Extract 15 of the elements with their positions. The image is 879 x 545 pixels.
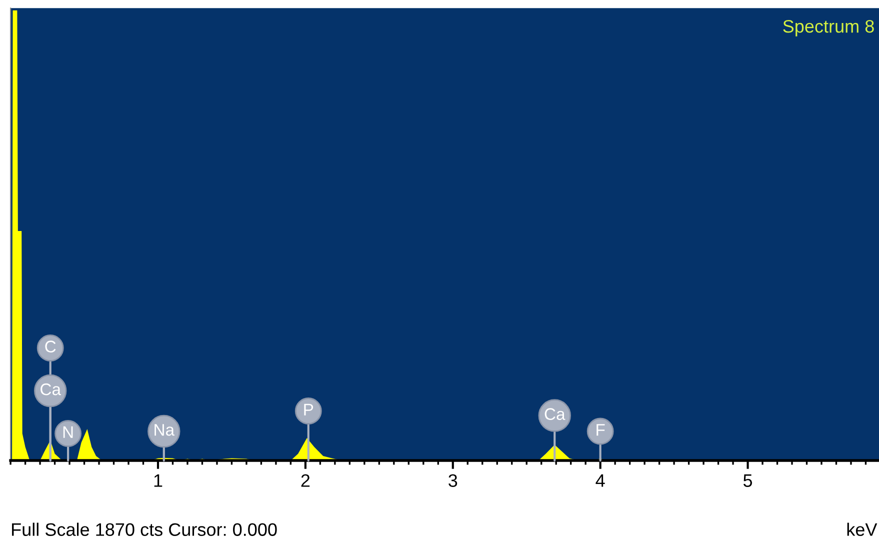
x-tick-label: 2 [301,474,310,487]
annotation: Na [154,424,175,436]
x-tick-label: 5 [743,474,752,487]
annotation: C [45,340,56,352]
chart-title: Spectrum 8 [783,20,874,36]
x-axis-title: keV [847,522,878,536]
x-tick-label: 1 [154,474,162,487]
x-tick-label: 4 [596,474,605,487]
annotation: N [63,426,73,438]
x-tick-label: 3 [448,474,458,487]
annotation: P [304,404,314,416]
text: Full Scale 1870 cts Cursor: 0.000 [12,522,277,536]
annotation: F [596,424,605,436]
annotation: Ca [40,383,62,396]
annotation: Ca [544,408,566,420]
